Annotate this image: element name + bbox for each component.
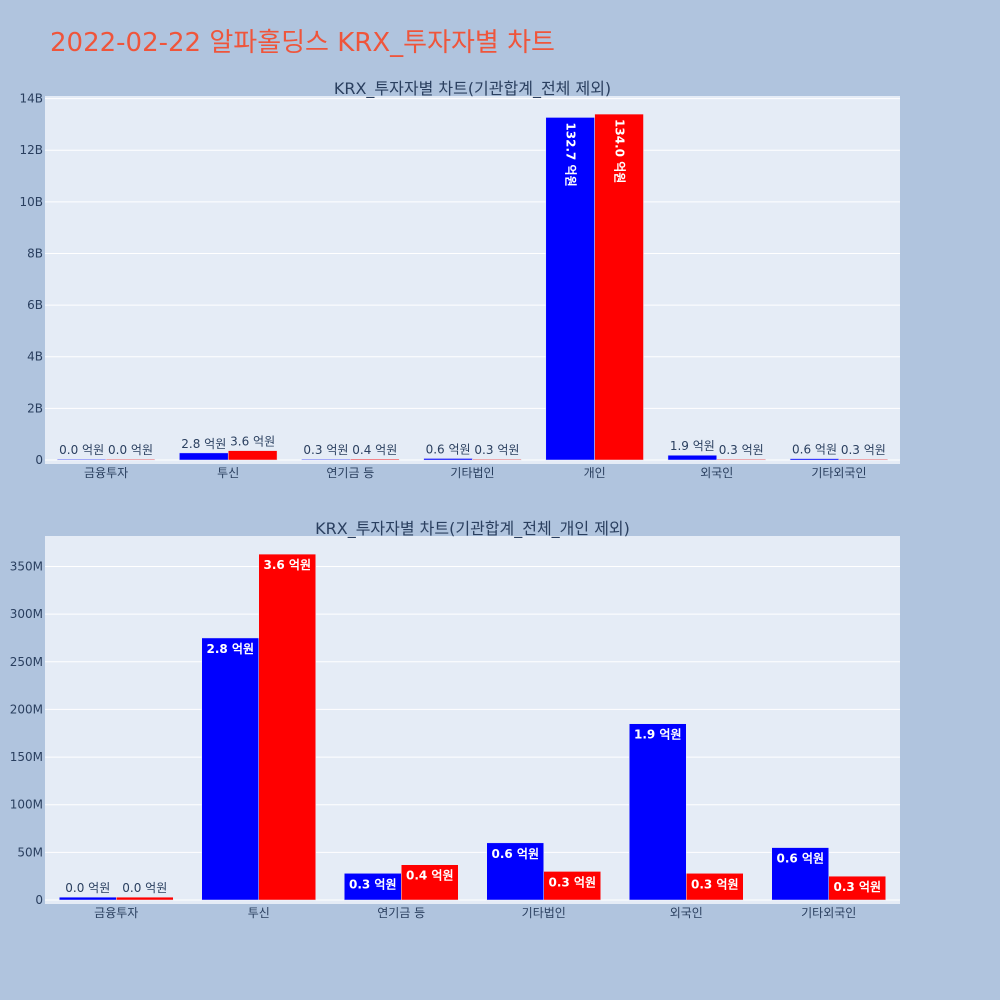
data-label: 0.3 억원 (833, 880, 881, 894)
data-label: 3.6 억원 (230, 435, 275, 449)
y-tick-label: 0 (35, 893, 43, 907)
y-tick-label: 12B (19, 143, 43, 157)
bar (828, 875, 886, 901)
bar (301, 458, 351, 461)
x-tick-label: 외국인 (700, 466, 733, 480)
data-label: 134.0 억원 (613, 119, 627, 183)
data-label: 0.3 억원 (349, 877, 397, 891)
bar (789, 458, 840, 461)
bar (401, 864, 459, 901)
y-tick-label: 10B (19, 195, 43, 209)
y-tick-label: 50M (17, 845, 43, 859)
bar (771, 847, 829, 901)
y-tick-label: 4B (27, 350, 43, 364)
plot-area (45, 96, 900, 464)
y-tick-label: 200M (10, 702, 43, 716)
x-tick-label: 금융투자 (94, 906, 138, 920)
y-tick-label: 150M (10, 750, 43, 764)
bar (201, 637, 259, 901)
data-label: 0.6 억원 (426, 442, 471, 456)
data-label: 0.3 억원 (548, 875, 596, 889)
bar (56, 458, 107, 461)
bar (105, 458, 156, 461)
data-label: 1.9 억원 (670, 439, 715, 453)
data-label: 0.0 억원 (59, 443, 104, 457)
bar (486, 842, 544, 901)
x-tick-label: 기타법인 (450, 466, 494, 480)
data-label: 0.6 억원 (776, 852, 824, 866)
x-tick-label: 개인 (584, 466, 606, 480)
bar (179, 452, 229, 461)
x-tick-label: 기타외국인 (801, 906, 856, 920)
bar (716, 458, 766, 461)
data-label: 0.4 억원 (406, 869, 454, 883)
y-tick-label: 14B (19, 92, 43, 106)
subplot-title: KRX_투자자별 차트(기관합계_전체 제외) (334, 79, 611, 99)
data-label: 0.3 억원 (474, 443, 519, 457)
page-title: 2022-02-22 알파홀딩스 KRX_투자자별 차트 (50, 28, 555, 58)
bar (472, 458, 522, 461)
data-label: 0.3 억원 (719, 443, 764, 457)
bar (629, 723, 687, 901)
data-label: 2.8 억원 (181, 437, 226, 451)
bar (545, 117, 595, 461)
bar (344, 873, 402, 901)
bar (838, 458, 889, 461)
data-label: 0.3 억원 (303, 443, 348, 457)
data-label: 0.6 억원 (792, 443, 837, 457)
data-label: 2.8 억원 (206, 642, 254, 656)
x-tick-label: 금융투자 (84, 466, 128, 480)
data-label: 0.4 억원 (352, 443, 397, 457)
y-tick-label: 250M (10, 655, 43, 669)
y-tick-label: 100M (10, 798, 43, 812)
data-label: 0.0 억원 (65, 881, 110, 895)
bar (594, 113, 644, 461)
bar (423, 458, 473, 461)
data-label: 0.3 억원 (691, 877, 739, 891)
x-tick-label: 투신 (217, 466, 239, 480)
x-tick-label: 기타외국인 (811, 466, 866, 480)
y-tick-label: 0 (35, 453, 43, 467)
bar (350, 458, 400, 461)
bar (258, 553, 316, 901)
x-tick-label: 연기금 등 (326, 466, 374, 480)
y-tick-label: 350M (10, 559, 43, 573)
data-label: 132.7 억원 (564, 122, 578, 186)
bar (543, 871, 601, 901)
bar (686, 873, 744, 901)
data-label: 0.0 억원 (108, 443, 153, 457)
data-label: 0.0 억원 (122, 881, 167, 895)
bar (667, 454, 718, 461)
bar (116, 896, 174, 901)
x-tick-label: 투신 (248, 906, 270, 920)
subplot-title: KRX_투자자별 차트(기관합계_전체_개인 제외) (315, 519, 630, 539)
y-tick-label: 2B (27, 401, 43, 415)
bar (227, 450, 278, 461)
data-label: 0.3 억원 (841, 443, 886, 457)
data-label: 1.9 억원 (634, 728, 682, 742)
data-label: 0.6 억원 (491, 847, 539, 861)
y-tick-label: 300M (10, 607, 43, 621)
y-tick-label: 8B (27, 246, 43, 260)
data-label: 3.6 억원 (263, 558, 311, 572)
x-tick-label: 연기금 등 (377, 906, 425, 920)
plot-area (45, 536, 900, 904)
y-tick-label: 6B (27, 298, 43, 312)
bar (59, 896, 117, 901)
x-tick-label: 외국인 (670, 906, 703, 920)
x-tick-label: 기타법인 (522, 906, 566, 920)
